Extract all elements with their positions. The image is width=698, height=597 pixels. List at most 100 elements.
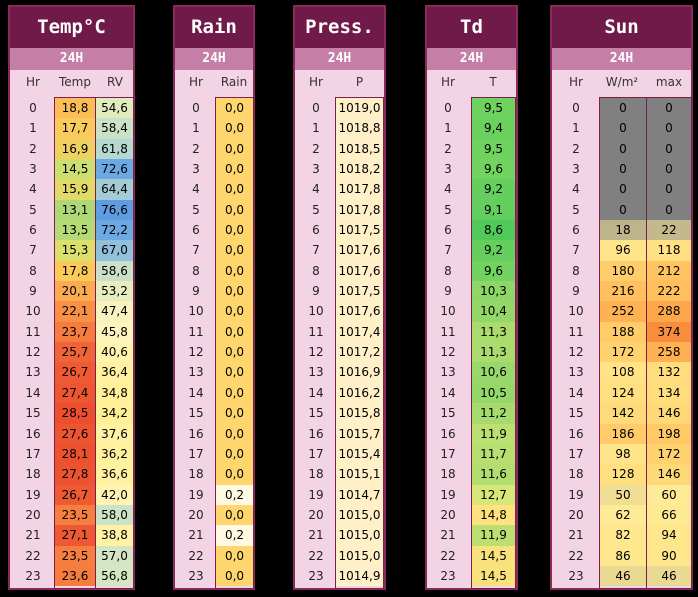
td-value-cell: 8,6 — [472, 220, 515, 241]
rain-value-column: 0,0 0,0 0,0 0,0 0,0 0,0 0,0 0,0 0,0 0,0 0,0 0,0 0,0 0… — [215, 97, 254, 589]
sun-max-cell: 118 — [647, 240, 691, 261]
temp-value-cell: 15,9 — [55, 179, 95, 200]
pressure-value-cell: 1017,6 — [336, 301, 383, 322]
temp-value-cell: 23,7 — [55, 321, 95, 343]
td-hour-cell: 22 — [440, 548, 456, 563]
rain-hour-cell: 13 — [188, 365, 204, 380]
temp-hour-cell: 16 — [25, 426, 41, 441]
td-value-cell: 10,5 — [472, 382, 515, 404]
rain-hour-cell: 15 — [188, 406, 204, 421]
pressure-p-header: P — [355, 75, 364, 89]
temp-hour-cell: 10 — [25, 304, 41, 319]
sun-max-cell: 90 — [647, 545, 691, 566]
sun-max-cell: 288 — [647, 301, 691, 322]
temp-value-cell: 13,1 — [55, 199, 95, 221]
sun-hour-cell: 19 — [568, 487, 584, 502]
sun-hour-cell: 14 — [568, 385, 584, 400]
rv-value-cell: 64,4 — [96, 179, 133, 200]
td-panel-title: Td — [427, 7, 516, 48]
pressure-hour-cell: 0 — [312, 101, 320, 115]
temp-value-cell: 13,5 — [55, 220, 95, 241]
rain-value-cell: 0,0 — [216, 464, 253, 485]
sun-w-cell: 216 — [600, 281, 646, 302]
sun-w-cell: 172 — [600, 342, 646, 363]
temp-value-cell: 27,1 — [55, 525, 95, 546]
pressure-value-cell: 1015,0 — [336, 504, 383, 526]
temp-value-cell: 25,7 — [55, 342, 95, 363]
td-value-cell: 14,5 — [472, 545, 515, 566]
temp-hour-cell: 0 — [29, 101, 37, 115]
rv-value-cell: 58,0 — [96, 504, 133, 526]
rain-value-cell: 0,0 — [216, 342, 253, 363]
sun-hour-cell: 3 — [572, 162, 580, 177]
td-value-cell: 9,5 — [472, 98, 515, 119]
pressure-hour-cell: 8 — [312, 263, 320, 278]
sun-max-cell: 172 — [647, 443, 691, 465]
pressure-hour-cell: 14 — [308, 385, 324, 400]
sun-w-cell: 0 — [600, 98, 646, 119]
td-hour-cell: 12 — [440, 345, 456, 360]
pressure-value-cell: 1014,9 — [336, 565, 383, 587]
pressure-panel-title: Press. — [295, 7, 384, 48]
temp-hour-cell: 11 — [25, 324, 41, 339]
pressure-value-cell: 1016,9 — [336, 362, 383, 383]
temp-panel-period: 24H — [10, 48, 133, 70]
pressure-value-cell: 1017,5 — [336, 220, 383, 241]
rain-value-cell: 0,0 — [216, 362, 253, 383]
td-value-cell: 10,4 — [472, 301, 515, 322]
temp-hr-header: Hr — [26, 75, 40, 89]
sun-hour-cell: 15 — [568, 406, 584, 421]
temp-value-cell: 23,5 — [55, 504, 95, 526]
sun-hour-cell: 12 — [568, 345, 584, 360]
temp-value-cell: 18,8 — [55, 98, 95, 119]
sun-max-cell: 60 — [647, 484, 691, 505]
rain-value-cell: 0,0 — [216, 260, 253, 282]
pressure-value-cell: 1015,7 — [336, 423, 383, 444]
td-value-cell: 9,6 — [472, 260, 515, 282]
rv-value-cell: 40,6 — [96, 342, 133, 363]
rv-value-cell: 47,4 — [96, 301, 133, 322]
td-value-cell: 9,2 — [472, 179, 515, 200]
sun-max-cell: 0 — [647, 199, 691, 221]
sun-w-column: 0 0 0 0 0 0 18 96 180 216 252 188 172 108 124 142 186 98 1… — [599, 97, 647, 589]
sun-w-cell: 86 — [600, 545, 646, 566]
temp-value-cell: 23,6 — [55, 565, 95, 587]
td-value-cell: 10,3 — [472, 281, 515, 302]
sun-max-cell: 374 — [647, 321, 691, 343]
pressure-value-cell: 1016,2 — [336, 382, 383, 404]
rain-hour-cell: 14 — [188, 385, 204, 400]
sun-max-cell: 132 — [647, 362, 691, 383]
sun-w-cell: 142 — [600, 403, 646, 424]
pressure-value-cell: 1018,8 — [336, 118, 383, 139]
td-hour-cell: 16 — [440, 426, 456, 441]
sun-w-header: W/m² — [605, 75, 639, 89]
sun-hour-cell: 11 — [568, 324, 584, 339]
temp-value-cell: 17,7 — [55, 118, 95, 139]
rain-hour-cell: 21 — [188, 528, 204, 543]
sun-max-cell: 94 — [647, 525, 691, 546]
sun-max-cell: 0 — [647, 179, 691, 200]
rv-value-cell: 34,2 — [96, 403, 133, 424]
rain-value-cell: 0,0 — [216, 321, 253, 343]
sun-hour-cell: 18 — [568, 467, 584, 482]
td-value-cell: 11,6 — [472, 464, 515, 485]
pressure-value-cell: 1017,6 — [336, 260, 383, 282]
rv-value-cell: 61,8 — [96, 138, 133, 160]
td-hour-cell: 11 — [440, 324, 456, 339]
rain-value-cell: 0,2 — [216, 525, 253, 546]
td-value-cell: 9,5 — [472, 138, 515, 160]
pressure-hour-cell: 7 — [312, 243, 320, 258]
sun-w-cell: 82 — [600, 525, 646, 546]
rv-value-cell: 34,8 — [96, 382, 133, 404]
rv-value-cell: 38,8 — [96, 525, 133, 546]
rain-hour-cell: 6 — [192, 223, 200, 238]
td-hour-cell: 8 — [444, 263, 452, 278]
temp-value-cell: 28,5 — [55, 403, 95, 424]
td-hour-cell: 3 — [444, 162, 452, 177]
pressure-value-cell: 1015,4 — [336, 443, 383, 465]
rv-value-cell: 58,4 — [96, 118, 133, 139]
pressure-panel: Press. 24H Hr P 0 1 2 3 4 5 6 7 8 9 10 11 12 13 14 15 16… — [293, 5, 386, 590]
rv-value-cell: 72,6 — [96, 159, 133, 180]
temp-value-cell: 28,1 — [55, 443, 95, 465]
td-value-cell: 9,6 — [472, 159, 515, 180]
